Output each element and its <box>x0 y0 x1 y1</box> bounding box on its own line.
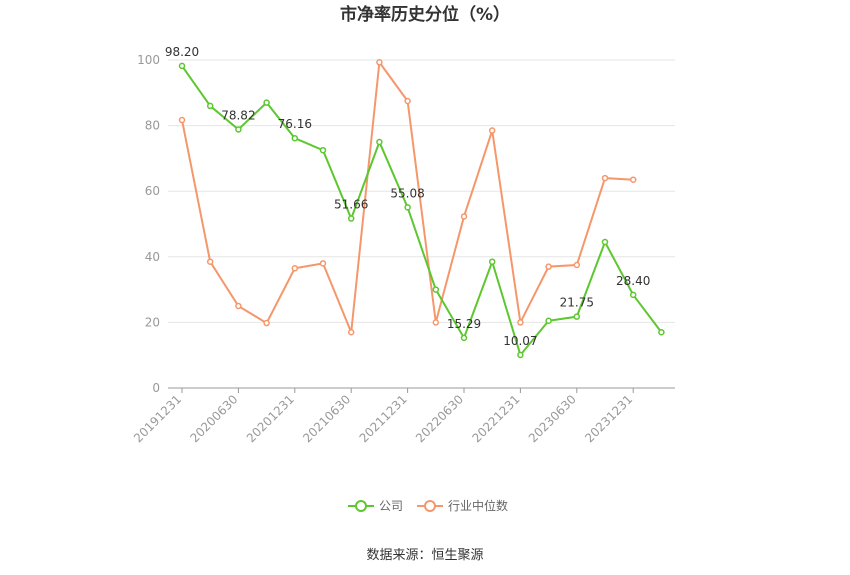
data-point <box>629 291 637 299</box>
legend-item[interactable]: 公司 <box>348 499 403 513</box>
x-tick-label: 20221231 <box>469 392 522 445</box>
data-point <box>460 213 468 220</box>
data-label: 10.07 <box>503 334 537 348</box>
data-point <box>517 351 524 359</box>
data-point <box>376 138 383 146</box>
y-tick-label: 100 <box>137 53 160 67</box>
x-tick-label: 20231231 <box>582 392 635 445</box>
data-point <box>404 97 411 105</box>
data-point <box>545 317 552 325</box>
data-point <box>460 334 468 342</box>
series-line <box>181 65 663 358</box>
data-point <box>206 258 214 265</box>
data-label: 55.08 <box>390 186 424 200</box>
data-point <box>291 134 299 142</box>
data-point <box>432 319 440 326</box>
legend-label: 行业中位数 <box>448 498 508 513</box>
data-point <box>206 102 214 110</box>
data-point <box>601 238 609 246</box>
data-point <box>629 176 637 183</box>
data-point <box>517 319 524 326</box>
data-point <box>235 126 242 133</box>
x-tick-label: 20200630 <box>187 392 240 445</box>
x-tick-label: 20191231 <box>131 392 184 445</box>
data-point <box>291 265 299 272</box>
y-tick-label: 60 <box>145 184 160 198</box>
data-point <box>573 313 581 320</box>
data-point <box>178 62 186 70</box>
data-point <box>488 127 496 134</box>
series-group <box>178 59 665 359</box>
data-point <box>319 260 327 267</box>
x-tick-label: 20201231 <box>244 392 297 445</box>
legend-label: 公司 <box>379 499 403 513</box>
chart-title: 市净率历史分位（%） <box>340 4 510 25</box>
legend-item[interactable]: 行业中位数 <box>417 498 508 513</box>
data-point <box>658 328 665 336</box>
source-text: 数据来源：恒生聚源 <box>366 548 483 563</box>
y-tick-label: 20 <box>145 315 160 329</box>
x-axis: 20191231 20200630 20201231 20210630 20211231… <box>131 387 675 445</box>
data-point <box>347 328 355 336</box>
data-point <box>319 146 327 154</box>
x-tick-label: 20220630 <box>413 392 466 445</box>
data-label: 21.75 <box>560 296 594 310</box>
data-point <box>545 263 552 270</box>
data-point <box>178 116 186 124</box>
x-tick-label: 20211231 <box>357 392 410 445</box>
data-label: 51.66 <box>334 198 368 212</box>
y-tick-label: 0 <box>152 381 160 395</box>
data-point <box>488 258 496 265</box>
data-label: 28.40 <box>616 274 650 288</box>
data-label: 98.20 <box>165 45 199 59</box>
data-point <box>347 215 355 222</box>
y-axis-ticks: 0 20 40 60 80 100 <box>137 53 160 395</box>
y-tick-label: 40 <box>145 250 160 264</box>
data-point <box>573 261 581 269</box>
legend[interactable]: 公司 行业中位数 <box>348 498 508 513</box>
data-point <box>601 174 609 182</box>
data-labels: 98.20 78.82 76.16 51.66 55.08 15.29 10.07 21.75… <box>165 45 651 348</box>
grid <box>168 59 675 323</box>
data-point <box>376 59 383 66</box>
data-label: 15.29 <box>447 317 481 331</box>
y-tick-label: 80 <box>145 119 160 133</box>
data-label: 76.16 <box>278 117 312 131</box>
data-point <box>404 204 411 211</box>
data-point <box>263 319 270 327</box>
x-tick-label: 20210630 <box>300 392 353 445</box>
legend-marker <box>424 500 436 512</box>
x-tick-label: 20230630 <box>526 392 579 445</box>
data-point <box>235 302 242 310</box>
data-point <box>432 286 440 293</box>
data-label: 78.82 <box>221 108 255 122</box>
legend-marker <box>355 500 367 512</box>
data-point <box>263 99 270 106</box>
